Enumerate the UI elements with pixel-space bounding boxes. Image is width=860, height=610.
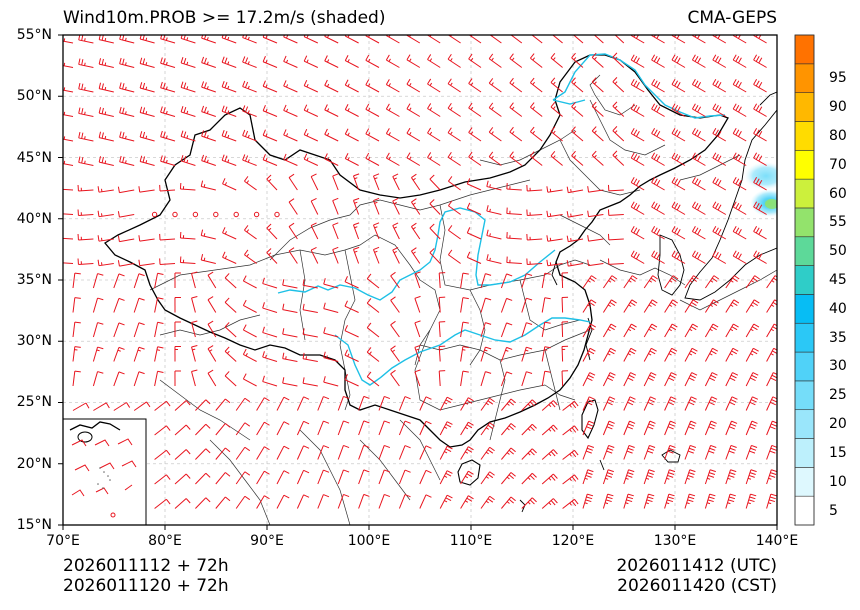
lat-label-35: 35°N (16, 272, 52, 288)
axis-ticks (58, 34, 778, 530)
lon-label-130: 130°E (653, 533, 697, 549)
init-time-cst: 2026011120 + 72h (63, 576, 229, 596)
colorbar-label: 25 (829, 387, 847, 404)
yangtze-river (334, 317, 591, 386)
colorbar-label: 40 (829, 300, 847, 317)
colorbar (794, 34, 815, 526)
map-layers (63, 35, 777, 525)
lat-label-45: 45°N (16, 150, 52, 166)
inset-south-china-sea (62, 418, 147, 526)
rivers (277, 53, 726, 386)
chart-title: Wind10m.PROB >= 17.2m/s (shaded) (63, 8, 386, 28)
lon-label-110: 110°E (449, 533, 493, 549)
colorbar-label: 70 (829, 156, 847, 173)
valid-time-cst: 2026011420 (CST) (617, 576, 777, 596)
graticule (63, 35, 777, 525)
colorbar-label: 30 (829, 358, 847, 375)
colorbar-label: 5 (829, 502, 838, 519)
hainan-island (457, 459, 481, 486)
lon-label-70: 70°E (46, 533, 80, 549)
lat-label-25: 25°N (16, 394, 52, 410)
model-source: CMA-GEPS (687, 8, 777, 28)
china-border (104, 54, 729, 448)
colorbar-label: 95 (829, 70, 847, 87)
probability-shading (744, 162, 777, 217)
colorbar-label: 35 (829, 329, 847, 346)
colorbar-label: 10 (829, 473, 847, 490)
colorbar-label: 55 (829, 214, 847, 231)
colorbar-label: 90 (829, 99, 847, 116)
colorbar-label: 60 (829, 185, 847, 202)
provincial-borders (149, 74, 777, 525)
lat-label-30: 30°N (16, 333, 52, 349)
yellow-river (277, 207, 556, 301)
lon-label-120: 120°E (551, 533, 595, 549)
taiwan-island (581, 399, 599, 440)
valid-time-block: 2026011412 (UTC) 2026011420 (CST) (616, 556, 777, 596)
lat-label-40: 40°N (16, 211, 52, 227)
colorbar-label: 15 (829, 444, 847, 461)
lat-label-20: 20°N (16, 456, 52, 472)
init-time-utc: 2026011112 + 72h (63, 556, 229, 576)
colorbar-label: 20 (829, 416, 847, 433)
lon-label-100: 100°E (347, 533, 391, 549)
songhua-river (552, 99, 586, 105)
valid-time-utc: 2026011412 (UTC) (616, 556, 777, 576)
lat-label-50: 50°N (16, 88, 52, 104)
lon-label-90: 90°E (250, 533, 284, 549)
lon-label-80: 80°E (148, 533, 182, 549)
wind-barbs (63, 35, 777, 509)
lon-label-140: 140°E (755, 533, 799, 549)
lat-label-15: 15°N (16, 517, 52, 533)
lat-label-55: 55°N (16, 27, 52, 43)
init-time-block: 2026011112 + 72h 2026011120 + 72h (63, 556, 229, 596)
amur-river (552, 53, 726, 119)
colorbar-label: 50 (829, 243, 847, 260)
colorbar-label: 45 (829, 272, 847, 288)
colorbar-label: 80 (829, 127, 847, 144)
